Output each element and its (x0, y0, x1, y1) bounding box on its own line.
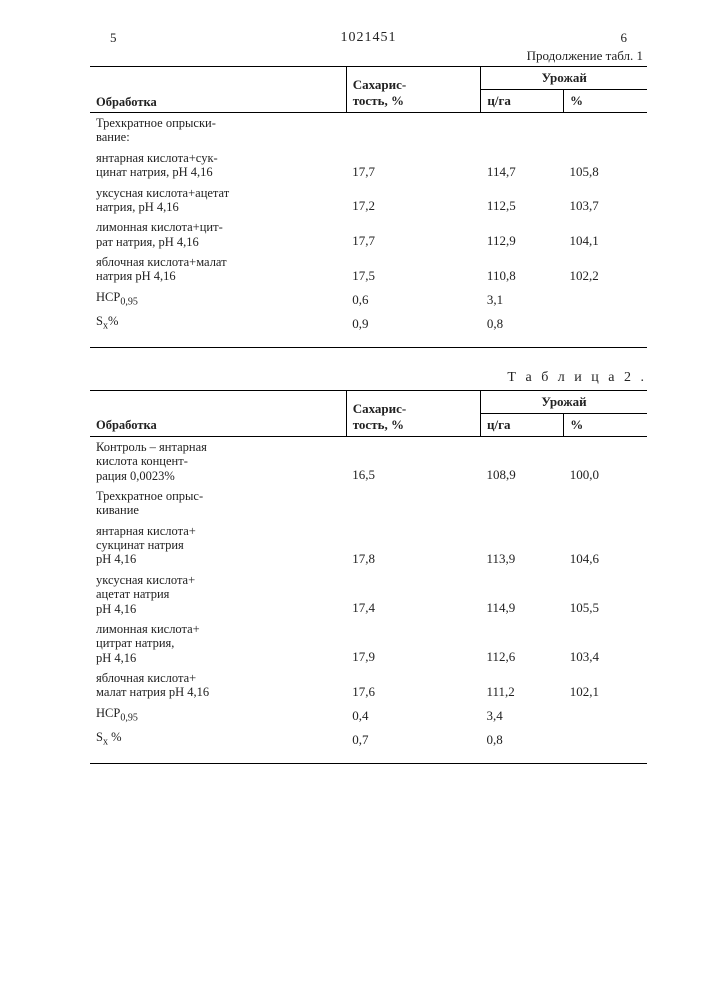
t1-hcp-sub: 0,95 (120, 296, 138, 307)
t2-col-cga: ц/га (481, 413, 564, 436)
t2-col-pct: % (564, 413, 647, 436)
table-row: лимонная кислота+ цитрат натрия, pH 4,16… (90, 619, 647, 668)
t1-col-obrabotka: Обработка (90, 67, 346, 113)
t1-hcp-label: НСР (96, 290, 120, 304)
t2-sx-row: Sx % 0,7 0,8 (90, 727, 647, 751)
t1-r0-label: янтарная кислота+сук- цинат натрия, pH 4… (90, 148, 346, 183)
t2-r3-cga: 111,2 (481, 668, 564, 703)
t2-r2-sugar: 17,9 (346, 619, 480, 668)
t2-r0-cga: 113,9 (481, 521, 564, 570)
t1-r2-cga: 112,9 (481, 217, 564, 252)
t2-r0-sugar: 17,8 (346, 521, 480, 570)
table-row: уксусная кислота+ ацетат натрия pH 4,16 … (90, 570, 647, 619)
t2-control-label: Контроль – янтарная кислота концент- рац… (90, 436, 346, 486)
page-num-right: 6 (621, 30, 628, 46)
t2-r1-sugar: 17,4 (346, 570, 480, 619)
table-row: янтарная кислота+ сукцинат натрия pH 4,1… (90, 521, 647, 570)
table-2: Обработка Сахарис- тость, % Урожай ц/га … (90, 390, 647, 764)
t1-r0-pct: 105,8 (563, 148, 647, 183)
t1-r1-label: уксусная кислота+ацетат натрия, pH 4,16 (90, 183, 346, 218)
t1-r2-pct: 104,1 (563, 217, 647, 252)
page-header: 5 1021451 6 (90, 30, 647, 48)
t1-r1-cga: 112,5 (481, 183, 564, 218)
t2-sx-label: S (96, 730, 103, 744)
t1-r3-sugar: 17,5 (346, 252, 481, 287)
t2-control-sugar: 16,5 (346, 436, 480, 486)
t2-control-pct: 100,0 (564, 436, 647, 486)
t1-r3-pct: 102,2 (563, 252, 647, 287)
t1-sx-sugar: 0,9 (346, 311, 481, 335)
t1-sx-pct: % (108, 314, 118, 328)
t2-r0-label: янтарная кислота+ сукцинат натрия pH 4,1… (90, 521, 346, 570)
t2-r1-label: уксусная кислота+ ацетат натрия pH 4,16 (90, 570, 346, 619)
t1-col-pct: % (563, 90, 647, 113)
t2-col-yield: Урожай (481, 390, 648, 413)
t2-hcp-sub: 0,95 (120, 712, 138, 723)
t2-hcp-row: НСР0,95 0,4 3,4 (90, 703, 647, 727)
t1-col-sugar: Сахарис- тость, % (346, 67, 481, 113)
t2-control-cga: 108,9 (481, 436, 564, 486)
continuation-label: Продолжение табл. 1 (90, 48, 643, 64)
t2-r2-pct: 103,4 (564, 619, 647, 668)
t2-sx-sugar: 0,7 (346, 727, 480, 751)
t1-r2-sugar: 17,7 (346, 217, 481, 252)
t1-hcp-row: НСР0,95 0,6 3,1 (90, 287, 647, 311)
table-1: Обработка Сахарис- тость, % Урожай ц/га … (90, 66, 647, 348)
t2-hcp-cga: 3,4 (481, 703, 564, 727)
t1-r3-cga: 110,8 (481, 252, 564, 287)
table-row: янтарная кислота+сук- цинат натрия, pH 4… (90, 148, 647, 183)
table-row: уксусная кислота+ацетат натрия, pH 4,16 … (90, 183, 647, 218)
t2-r3-pct: 102,1 (564, 668, 647, 703)
t2-section-label: Трехкратное опрыс- кивание (90, 486, 647, 521)
table-row: лимонная кислота+цит- рат натрия, pH 4,1… (90, 217, 647, 252)
t1-r0-cga: 114,7 (481, 148, 564, 183)
t2-col-sugar: Сахарис- тость, % (346, 390, 480, 436)
t1-col-cga: ц/га (481, 90, 564, 113)
t2-r3-label: яблочная кислота+ малат натрия pH 4,16 (90, 668, 346, 703)
t1-col-yield: Урожай (481, 67, 647, 90)
t1-r1-sugar: 17,2 (346, 183, 481, 218)
table2-title: Т а б л и ц а 2 . (90, 370, 647, 386)
t1-sx-cga: 0,8 (481, 311, 564, 335)
t1-r2-label: лимонная кислота+цит- рат натрия, pH 4,1… (90, 217, 346, 252)
t2-col-obrabotka: Обработка (90, 390, 346, 436)
t2-sx-sub: x (103, 736, 108, 747)
t2-r2-label: лимонная кислота+ цитрат натрия, pH 4,16 (90, 619, 346, 668)
t2-sx-pct: % (111, 730, 121, 744)
t2-r1-cga: 114,9 (481, 570, 564, 619)
t2-hcp-sugar: 0,4 (346, 703, 480, 727)
t1-sx-row: Sx% 0,9 0,8 (90, 311, 647, 335)
t1-hcp-cga: 3,1 (481, 287, 564, 311)
table-row: яблочная кислота+малат натрия pH 4,16 17… (90, 252, 647, 287)
t1-sx-label: S (96, 314, 103, 328)
table-row: яблочная кислота+ малат натрия pH 4,16 1… (90, 668, 647, 703)
table-row: Контроль – янтарная кислота концент- рац… (90, 436, 647, 486)
t1-r3-label: яблочная кислота+малат натрия pH 4,16 (90, 252, 346, 287)
document-number: 1021451 (117, 30, 621, 46)
t2-r3-sugar: 17,6 (346, 668, 480, 703)
t1-r0-sugar: 17,7 (346, 148, 481, 183)
t1-hcp-sugar: 0,6 (346, 287, 481, 311)
t2-r0-pct: 104,6 (564, 521, 647, 570)
t1-section-label: Трехкратное опрыски- вание: (90, 113, 647, 148)
t2-sx-cga: 0,8 (481, 727, 564, 751)
t2-r1-pct: 105,5 (564, 570, 647, 619)
t2-hcp-label: НСР (96, 706, 120, 720)
t2-r2-cga: 112,6 (481, 619, 564, 668)
t1-r1-pct: 103,7 (563, 183, 647, 218)
